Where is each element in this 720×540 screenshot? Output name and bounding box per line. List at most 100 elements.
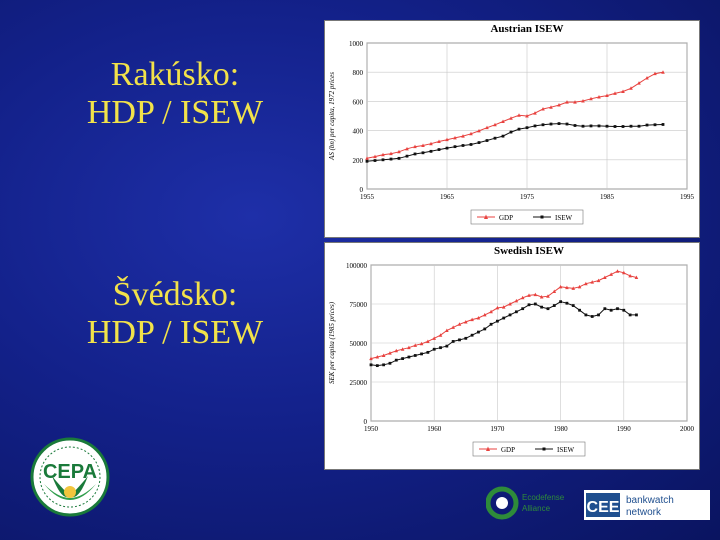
swedish-isew-legend-label-isew: ISEW — [557, 446, 575, 454]
swedish-isew-series-gdp-point — [495, 305, 500, 310]
austrian-isew-series-gdp-point — [469, 131, 473, 136]
austrian-isew-series-isew-point — [453, 145, 457, 149]
austrian-isew-series-gdp-point — [517, 113, 521, 117]
swedish-isew-series-isew-point — [628, 313, 632, 317]
austrian-isew-series-gdp-point — [621, 89, 625, 93]
swedish-isew-series-isew-point — [394, 358, 398, 362]
swedish-isew-x-tick-label: 1960 — [427, 425, 442, 433]
austrian-isew-series-gdp-point — [397, 149, 401, 154]
austrian-isew-series-gdp-point — [445, 137, 449, 142]
swedish-isew-series-gdp-point — [419, 341, 424, 346]
swedish-isew-series-isew-point — [616, 307, 619, 311]
svg-text:CEPA: CEPA — [43, 461, 97, 483]
swedish-isew-series-isew-point — [540, 305, 544, 309]
swedish-isew-series-isew-point — [635, 313, 638, 317]
austrian-isew-series-isew-point — [421, 151, 425, 155]
swedish-isew-legend-label-gdp: GDP — [501, 446, 515, 454]
austrian-isew-x-tick-label: 1965 — [440, 193, 455, 201]
austrian-isew-series-isew-point — [645, 123, 649, 127]
austrian-isew-series-gdp-point — [373, 154, 377, 159]
austrian-isew-series-isew-point — [557, 122, 561, 125]
swedish-isew-series-isew-point — [571, 304, 575, 307]
austrian-isew-series-isew-point — [661, 123, 665, 126]
swedish-isew-series-isew-point — [496, 319, 499, 323]
austrian-isew-series-gdp-point — [493, 122, 497, 127]
swedish-isew-series-gdp-point — [394, 348, 399, 353]
swedish-isew-series-isew-point — [470, 333, 474, 337]
cee-bankwatch-logo: CEE bankwatch network — [584, 490, 710, 520]
austrian-isew-series-isew-point — [389, 157, 393, 161]
swedish-isew-series-gdp-point — [464, 319, 468, 324]
swedish-isew-series-isew-point — [597, 313, 600, 317]
swedish-isew-series-isew-point — [559, 300, 562, 304]
austrian-isew-series-gdp-point — [581, 98, 585, 103]
austrian-isew-series-isew-point — [405, 154, 409, 158]
swedish-isew-series-gdp-point — [438, 333, 443, 337]
swedish-isew-series-isew-point — [388, 361, 392, 365]
austrian-isew-legend — [470, 209, 584, 225]
austrian-isew-series-isew-point — [397, 156, 401, 160]
austrian-isew-series-isew-point — [517, 127, 521, 131]
austrian-isew-x-tick-label: 1995 — [680, 193, 695, 201]
swedish-isew-series-isew-point — [590, 315, 594, 318]
austrian-isew-legend-marker-isew — [540, 215, 544, 219]
austrian-isew-series-gdp-point — [365, 156, 369, 160]
swedish-isew-series-gdp-point — [628, 273, 632, 278]
austrian-isew-series-isew-point — [621, 125, 625, 128]
austrian-isew-series-gdp-point — [389, 151, 393, 156]
austrian-isew-series-isew-point — [509, 130, 513, 134]
swedish-isew-series-isew-point — [413, 354, 417, 357]
austrian-isew-series-isew-point — [565, 122, 569, 126]
austrian-isew-series-gdp-point — [461, 134, 465, 138]
swedish-isew-series-isew-point — [578, 308, 581, 312]
swedish-isew-series-gdp-point — [489, 309, 493, 314]
swedish-isew-series-isew-point — [603, 307, 607, 311]
swedish-isew-series-isew-point — [533, 302, 537, 306]
austrian-isew-series-gdp-point — [533, 111, 537, 115]
austrian-isew-legend-label-isew: ISEW — [555, 214, 573, 222]
swedish-isew-series-gdp-point — [432, 336, 436, 340]
austrian-isew-series-isew-point — [493, 136, 497, 140]
swedish-isew-series-gdp-point — [622, 270, 626, 275]
swedish-isew-x-tick-label: 1970 — [490, 425, 505, 433]
austria-label-line2: HDP / ISEW — [86, 94, 264, 131]
austrian-isew-title: Austrian ISEW — [490, 23, 563, 35]
austrian-isew-y-tick-label: 600 — [353, 98, 364, 106]
swedish-isew-series-gdp-point — [445, 328, 449, 333]
austrian-isew-series-gdp-point — [421, 143, 425, 147]
swedish-isew-y-tick-label: 75000 — [350, 301, 368, 309]
swedish-isew-series-gdp-point — [501, 305, 506, 309]
swedish-isew-y-tick-label: 100000 — [346, 262, 368, 270]
swedish-isew-series-gdp-point — [388, 351, 392, 355]
swedish-isew-series-gdp-point — [451, 325, 455, 329]
austrian-isew-y-tick-label: 400 — [353, 128, 364, 136]
austrian-isew-series-gdp-point — [573, 100, 577, 104]
austrian-isew-series-gdp-point — [501, 119, 505, 124]
austrian-isew-series-isew-point — [637, 124, 641, 128]
austrian-isew-series-gdp-point — [589, 96, 593, 101]
austrian-isew-series-isew-point — [485, 139, 489, 142]
swedish-isew-series-gdp-point — [508, 302, 512, 306]
swedish-isew-series-isew-point — [477, 330, 480, 334]
swedish-isew-series-gdp-point — [577, 284, 582, 289]
austrian-isew-series-isew-point — [365, 159, 369, 163]
svg-text:bankwatch: bankwatch — [626, 495, 674, 506]
swedish-isew-series-isew-point — [483, 327, 487, 331]
austrian-isew-series-gdp-point — [661, 70, 665, 74]
swedish-isew-series-isew-point — [502, 316, 506, 320]
swedish-isew-series-gdp-point — [400, 347, 405, 351]
svg-text:Alliance: Alliance — [522, 504, 551, 513]
swedish-isew-series-gdp-point — [476, 316, 481, 320]
swedish-isew-series-gdp-point — [426, 339, 430, 343]
swedish-isew-series-isew-point — [552, 304, 556, 307]
swedish-isew-series-isew-point — [565, 301, 569, 305]
ecodefense-logo: Ecodefense Alliance — [486, 486, 565, 520]
austrian-isew-series-isew-point — [653, 123, 657, 127]
austrian-isew-series-isew-point — [469, 143, 473, 146]
swedish-isew-legend-marker-gdp — [486, 446, 490, 451]
sweden-label-line1: Švédsko: — [112, 276, 238, 313]
swedish-isew-series-gdp-point — [634, 275, 639, 279]
austrian-isew-series-isew-point — [437, 148, 441, 151]
swedish-isew-series-isew-point — [382, 363, 386, 367]
austrian-isew-x-tick-label: 1985 — [600, 193, 615, 201]
